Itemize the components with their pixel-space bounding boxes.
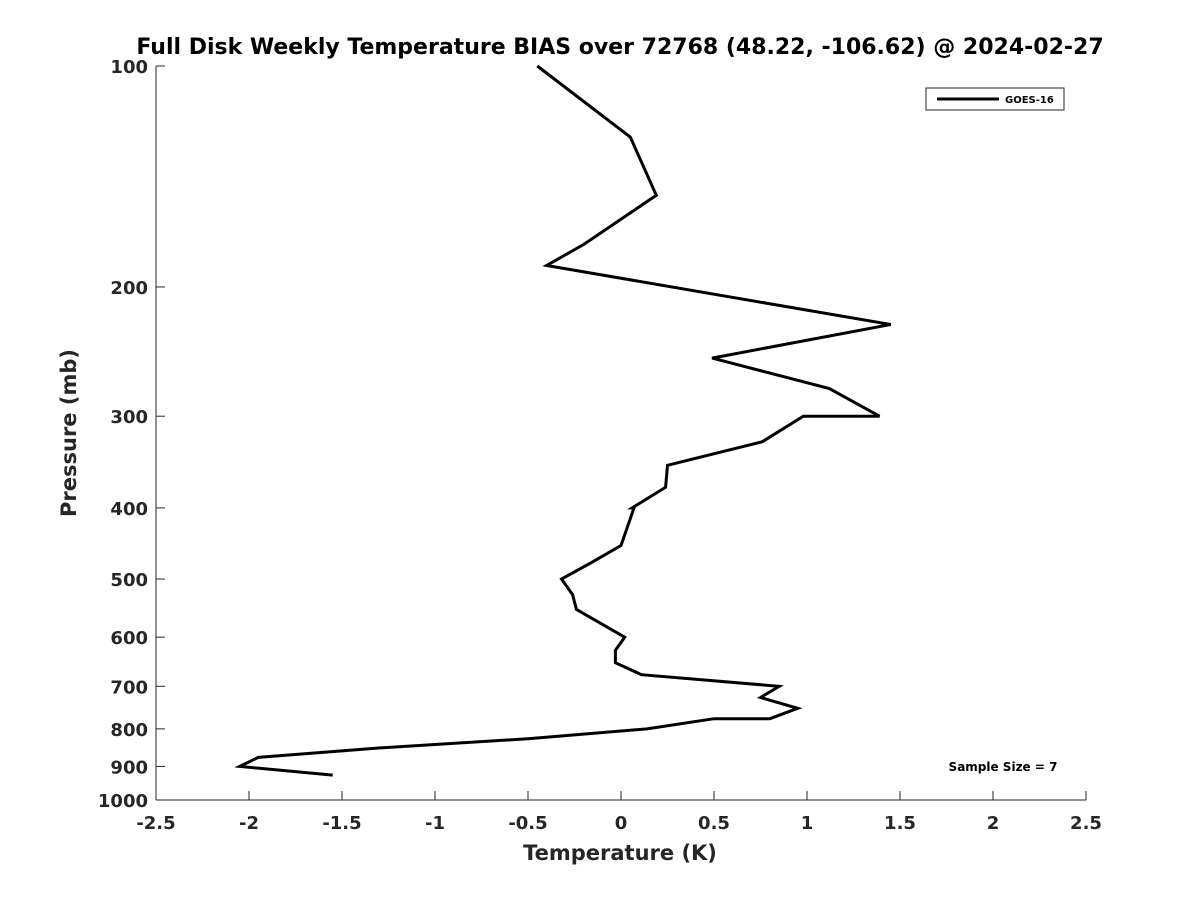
y-tick-label: 100	[110, 57, 148, 78]
x-tick-label: 0	[615, 813, 628, 834]
chart-title: Full Disk Weekly Temperature BIAS over 7…	[136, 35, 1103, 60]
y-tick-label: 700	[110, 677, 148, 698]
y-tick-label: 500	[110, 570, 148, 591]
x-tick-label: -1	[425, 813, 445, 834]
x-tick-label: 1.5	[884, 813, 916, 834]
legend: GOES-16	[925, 87, 1065, 111]
x-tick-label: 0.5	[698, 813, 730, 834]
x-tick-label: -1.5	[322, 813, 361, 834]
y-tick-label: 300	[110, 407, 148, 428]
x-tick-label: 2.5	[1070, 813, 1102, 834]
x-tick-label: 2	[987, 813, 1000, 834]
y-tick-label: 900	[110, 757, 148, 778]
y-tick-label: 1000	[98, 791, 148, 812]
sample-size-annotation: Sample Size = 7	[949, 760, 1058, 774]
x-tick-label: -0.5	[508, 813, 547, 834]
series-line-goes-16	[234, 64, 891, 777]
plot-area	[234, 64, 891, 777]
x-tick-label: -2.5	[136, 813, 175, 834]
x-tick-label: 1	[801, 813, 814, 834]
y-tick-label: 400	[110, 499, 148, 520]
y-tick-label: 800	[110, 720, 148, 741]
y-tick-label: 600	[110, 628, 148, 649]
legend-label-goes-16: GOES-16	[1005, 95, 1054, 106]
y-axis-label: Pressure (mb)	[57, 349, 81, 517]
y-tick-label: 200	[110, 278, 148, 299]
x-axis-label: Temperature (K)	[523, 841, 717, 865]
axes: -2.5 -2 -1.5 -1 -0.5 0 0.5 1 1.5 2 2.5 100 200 300 400…	[98, 57, 1102, 834]
x-tick-label: -2	[239, 813, 259, 834]
